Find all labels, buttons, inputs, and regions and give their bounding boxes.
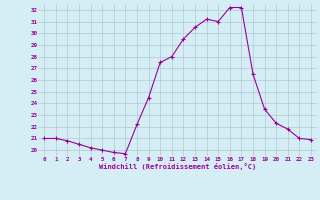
X-axis label: Windchill (Refroidissement éolien,°C): Windchill (Refroidissement éolien,°C)	[99, 163, 256, 170]
